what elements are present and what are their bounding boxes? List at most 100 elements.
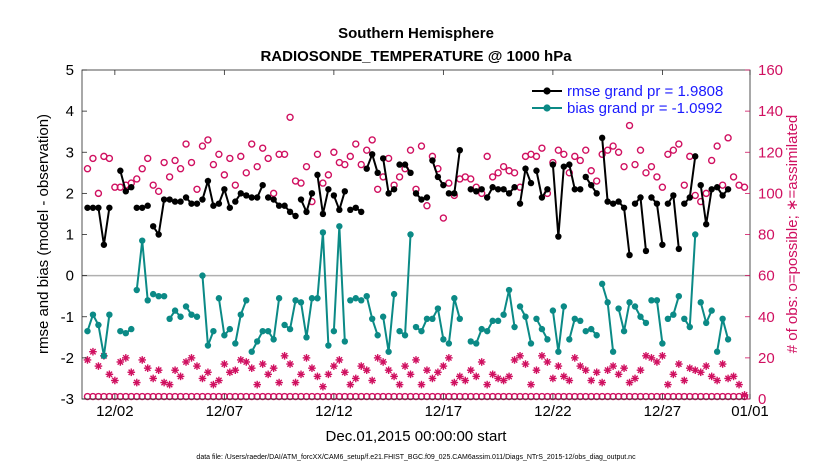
x-ticks: 12/02 12/07 12/12 12/17 12/22 12/27 01/01 (96, 70, 769, 420)
possible-point (313, 150, 322, 159)
assimilated-point (143, 364, 152, 372)
rmse-point (483, 194, 491, 201)
possible-point (423, 202, 431, 210)
assimilated-point (286, 360, 294, 368)
rmse-point (188, 200, 195, 207)
bias-point (440, 336, 447, 343)
rmse-point (708, 186, 715, 193)
bias-point (467, 338, 474, 345)
possible-point (215, 150, 223, 159)
bias-point (500, 311, 507, 318)
possible-point (625, 121, 634, 130)
assimilated-point (696, 368, 705, 377)
rmse-point (100, 241, 108, 248)
y2-tick-label: 80 (758, 227, 775, 244)
rmse-point (292, 212, 299, 220)
bias-point (204, 342, 212, 349)
possible-point (149, 181, 157, 189)
bias-point (160, 292, 168, 300)
rmse-point (620, 204, 628, 211)
rmse-point (456, 146, 464, 154)
bias-point (571, 315, 578, 323)
bias-point (155, 292, 162, 300)
rmse-point (670, 192, 677, 199)
assimilated-point (264, 370, 272, 379)
assimilated-point (702, 362, 710, 370)
possible-point (171, 156, 179, 165)
rmse-point (336, 206, 343, 214)
rmse-point (347, 206, 354, 214)
rmse-point (155, 231, 162, 238)
possible-point (242, 169, 250, 177)
rmse-point (133, 204, 140, 211)
x-tick-label: 01/01 (731, 403, 769, 420)
assimilated-point (729, 372, 738, 381)
possible-point (286, 113, 294, 121)
assimilated-point (576, 362, 585, 370)
assimilated-point (111, 376, 119, 385)
rmse-point (516, 200, 524, 207)
rmse-point (533, 167, 540, 174)
bias-point (243, 297, 250, 304)
bias-point (325, 342, 332, 349)
rmse-point (538, 194, 546, 201)
rmse-point (511, 184, 518, 191)
rmse-point (308, 190, 316, 197)
bias-point (122, 330, 130, 337)
possible-point (144, 154, 152, 163)
rmse-point (358, 208, 365, 216)
possible-point (691, 191, 699, 200)
rmse-point (385, 190, 392, 197)
bias-point (588, 325, 595, 333)
assimilated-point (461, 376, 470, 385)
possible-point (368, 136, 376, 144)
bias-point (374, 332, 381, 339)
rmse-point (412, 190, 420, 197)
rmse-point (478, 186, 485, 193)
bias-point (341, 338, 349, 345)
bias-point (264, 327, 272, 335)
assimilated-point (543, 358, 552, 366)
rmse-point (434, 173, 442, 181)
possible-point (302, 162, 311, 171)
assimilated-point (187, 354, 196, 362)
assimilated-point (401, 362, 409, 370)
bias-point (128, 325, 135, 333)
rmse-point (368, 151, 376, 158)
plot-area (82, 70, 750, 399)
bias-point (527, 340, 535, 347)
possible-point (598, 150, 606, 159)
y-tick-label: -3 (61, 391, 74, 408)
rmse-point (401, 161, 409, 168)
rmse-point (139, 204, 146, 211)
rmse-point (604, 198, 611, 205)
possible-point (647, 162, 656, 171)
possible-point (204, 136, 212, 144)
assimilated-point (510, 356, 519, 364)
rmse-point (489, 184, 496, 191)
assimilated-point (308, 364, 316, 372)
rmse-point (626, 251, 633, 259)
rmse-point (473, 188, 480, 195)
assimilated-point (439, 362, 448, 370)
rmse-point (297, 196, 305, 203)
rmse-point (566, 161, 573, 168)
bias-point (670, 311, 677, 318)
bias-point (631, 303, 639, 310)
x-tick-label: 12/27 (644, 403, 682, 420)
assimilated-point (592, 368, 601, 377)
y-tick-label: 5 (66, 62, 74, 79)
bias-point (686, 323, 693, 331)
assimilated-point (176, 372, 185, 381)
y2-tick-label: 160 (758, 62, 783, 79)
rmse-point (286, 208, 294, 216)
bias-point (615, 305, 622, 312)
rmse-point (95, 204, 102, 211)
possible-point (105, 154, 114, 163)
assimilated-point (89, 347, 97, 356)
assimilated-point (231, 366, 240, 375)
bias-point (215, 295, 223, 302)
possible-point (324, 171, 333, 179)
rmse-point (560, 163, 568, 170)
rmse-point (588, 181, 595, 189)
